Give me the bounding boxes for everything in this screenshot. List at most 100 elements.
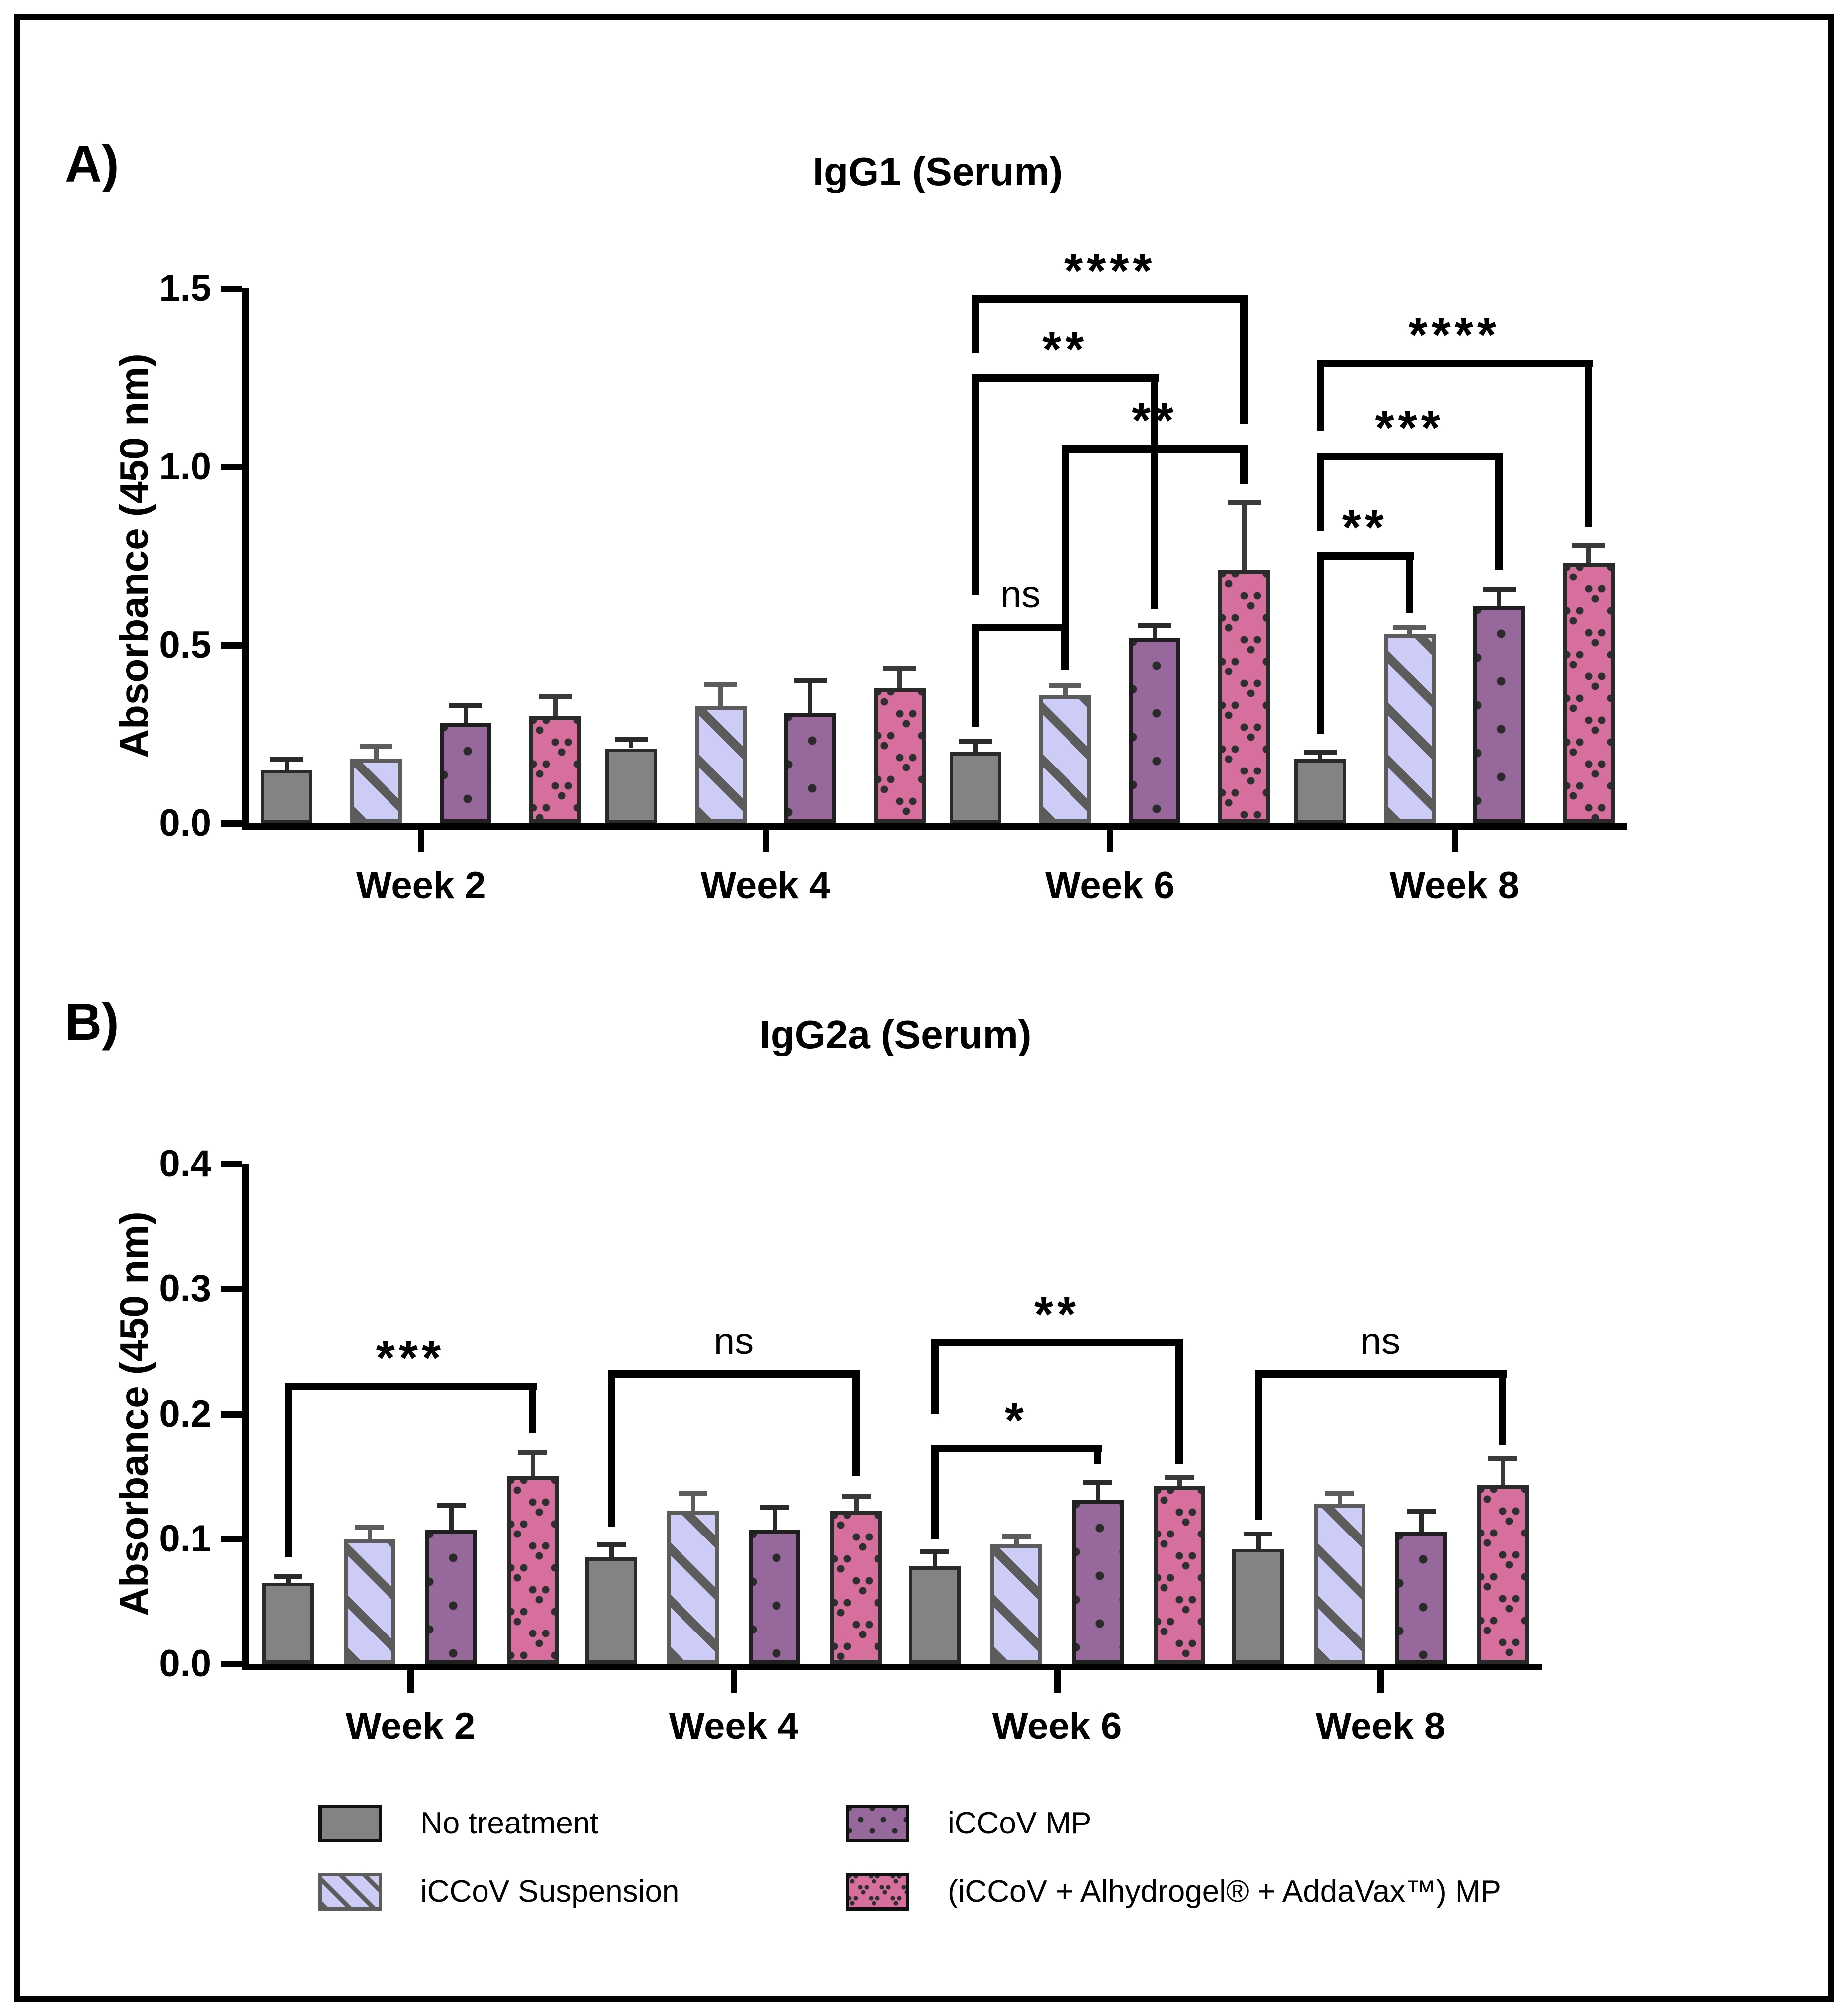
- bar: [605, 748, 657, 823]
- significance-bracket-leg: [1495, 452, 1503, 571]
- x-tick: [1451, 830, 1458, 852]
- significance-label: ns: [713, 1320, 754, 1362]
- error-bar: [1014, 1536, 1019, 1544]
- significance-label: *: [1004, 1393, 1028, 1448]
- error-bar: [284, 759, 289, 770]
- error-bar: [629, 739, 634, 749]
- x-tick-label: Week 2: [356, 864, 486, 907]
- y-tick-label: 0.0: [159, 802, 211, 844]
- y-tick: [221, 1161, 242, 1167]
- error-bar-cap: [704, 681, 737, 687]
- error-bar-cap: [1325, 1491, 1354, 1497]
- significance-label: **: [1034, 1286, 1080, 1342]
- error-bar: [1497, 589, 1502, 606]
- significance-label: ****: [1408, 307, 1501, 363]
- x-tick-label: Week 6: [1045, 864, 1175, 907]
- significance-bracket-leg: [972, 374, 980, 595]
- error-bar-cap: [1002, 1534, 1031, 1539]
- legend-label-iccov-alhydrogel-addavax-mp: (iCCoV + Alhydrogel® + AddaVax™) MP: [948, 1874, 1501, 1909]
- error-bar-cap: [1488, 1456, 1517, 1461]
- panel-a-letter: A): [65, 135, 119, 193]
- bar: [1477, 1485, 1529, 1664]
- y-tick-label: 0.4: [159, 1143, 211, 1185]
- bar: [261, 769, 313, 823]
- error-bar-cap: [1393, 624, 1426, 630]
- error-bar-cap: [1244, 1531, 1272, 1536]
- bar: [507, 1476, 559, 1664]
- significance-bracket: [285, 1382, 537, 1390]
- error-bar-cap: [1083, 1480, 1112, 1485]
- bar: [874, 687, 926, 823]
- significance-bracket-leg: [1240, 295, 1248, 424]
- error-bar-cap: [449, 703, 483, 708]
- error-bar: [286, 1576, 291, 1583]
- error-bar-cap: [614, 737, 648, 742]
- error-bar: [772, 1507, 777, 1531]
- significance-bracket: [1316, 552, 1414, 560]
- significance-label: **: [1342, 500, 1388, 555]
- significance-bracket: [931, 1339, 1183, 1346]
- significance-label: **: [1132, 393, 1178, 448]
- significance-bracket-leg: [1316, 452, 1324, 531]
- error-bar-cap: [360, 744, 393, 749]
- significance-bracket-leg: [972, 295, 980, 353]
- legend-swatch-iccov-suspension: [318, 1873, 382, 1911]
- legend-swatch-iccov-mp: [846, 1805, 909, 1842]
- bar: [667, 1511, 719, 1664]
- bar: [1473, 605, 1525, 823]
- significance-bracket-leg: [529, 1382, 536, 1433]
- significance-bracket-leg: [1499, 1370, 1506, 1445]
- x-tick: [407, 1670, 414, 1693]
- error-bar-cap: [1482, 587, 1516, 592]
- error-bar-cap: [274, 1574, 302, 1579]
- y-tick: [221, 820, 242, 827]
- panel-a-title: IgG1 (Serum): [812, 149, 1063, 193]
- bar: [749, 1530, 800, 1664]
- error-bar: [1586, 545, 1591, 563]
- significance-bracket: [1316, 360, 1593, 368]
- significance-bracket-leg: [1316, 360, 1324, 431]
- x-tick-label: Week 4: [669, 1705, 799, 1747]
- significance-bracket: [972, 623, 1070, 631]
- legend-swatch-iccov-alhydrogel-addavax-mp: [846, 1873, 909, 1911]
- bar: [344, 1538, 395, 1664]
- significance-bracket: [1255, 1370, 1507, 1378]
- bar: [694, 705, 747, 823]
- y-tick-label: 1.0: [159, 445, 211, 488]
- significance-bracket-leg: [608, 1370, 615, 1527]
- significance-label: ***: [376, 1330, 445, 1385]
- bar: [1314, 1504, 1365, 1664]
- bar: [1395, 1531, 1447, 1664]
- bar: [1218, 570, 1270, 823]
- significance-bracket-leg: [1175, 1339, 1183, 1464]
- error-bar: [932, 1551, 937, 1567]
- y-tick-label: 0.2: [159, 1392, 211, 1435]
- figure-border: [14, 14, 1834, 2002]
- error-bar-cap: [355, 1525, 384, 1531]
- significance-bracket-leg: [1240, 445, 1248, 485]
- error-bar: [1419, 1511, 1424, 1532]
- error-bar: [1095, 1482, 1100, 1500]
- y-tick: [221, 286, 242, 292]
- error-bar-cap: [1407, 1509, 1436, 1514]
- error-bar: [1407, 627, 1412, 635]
- y-tick: [221, 1286, 242, 1293]
- error-bar-cap: [760, 1505, 789, 1510]
- y-tick-label: 0.5: [159, 623, 211, 666]
- legend-label-iccov-suspension: iCCoV Suspension: [420, 1874, 680, 1909]
- error-bar: [1242, 502, 1247, 571]
- significance-bracket: [1062, 445, 1249, 453]
- error-bar: [1500, 1458, 1505, 1485]
- significance-label: ***: [1375, 400, 1444, 455]
- significance-bracket: [972, 374, 1159, 382]
- error-bar-cap: [1572, 543, 1605, 548]
- error-bar-cap: [1228, 500, 1261, 505]
- bar: [1562, 563, 1615, 823]
- bar: [1154, 1486, 1205, 1664]
- significance-bracket-leg: [1584, 360, 1592, 528]
- bar: [529, 716, 582, 823]
- significance-bracket-leg: [1316, 552, 1324, 734]
- legend-swatch-no-treatment: [318, 1805, 382, 1842]
- error-bar-cap: [270, 757, 303, 762]
- bar: [950, 752, 1002, 823]
